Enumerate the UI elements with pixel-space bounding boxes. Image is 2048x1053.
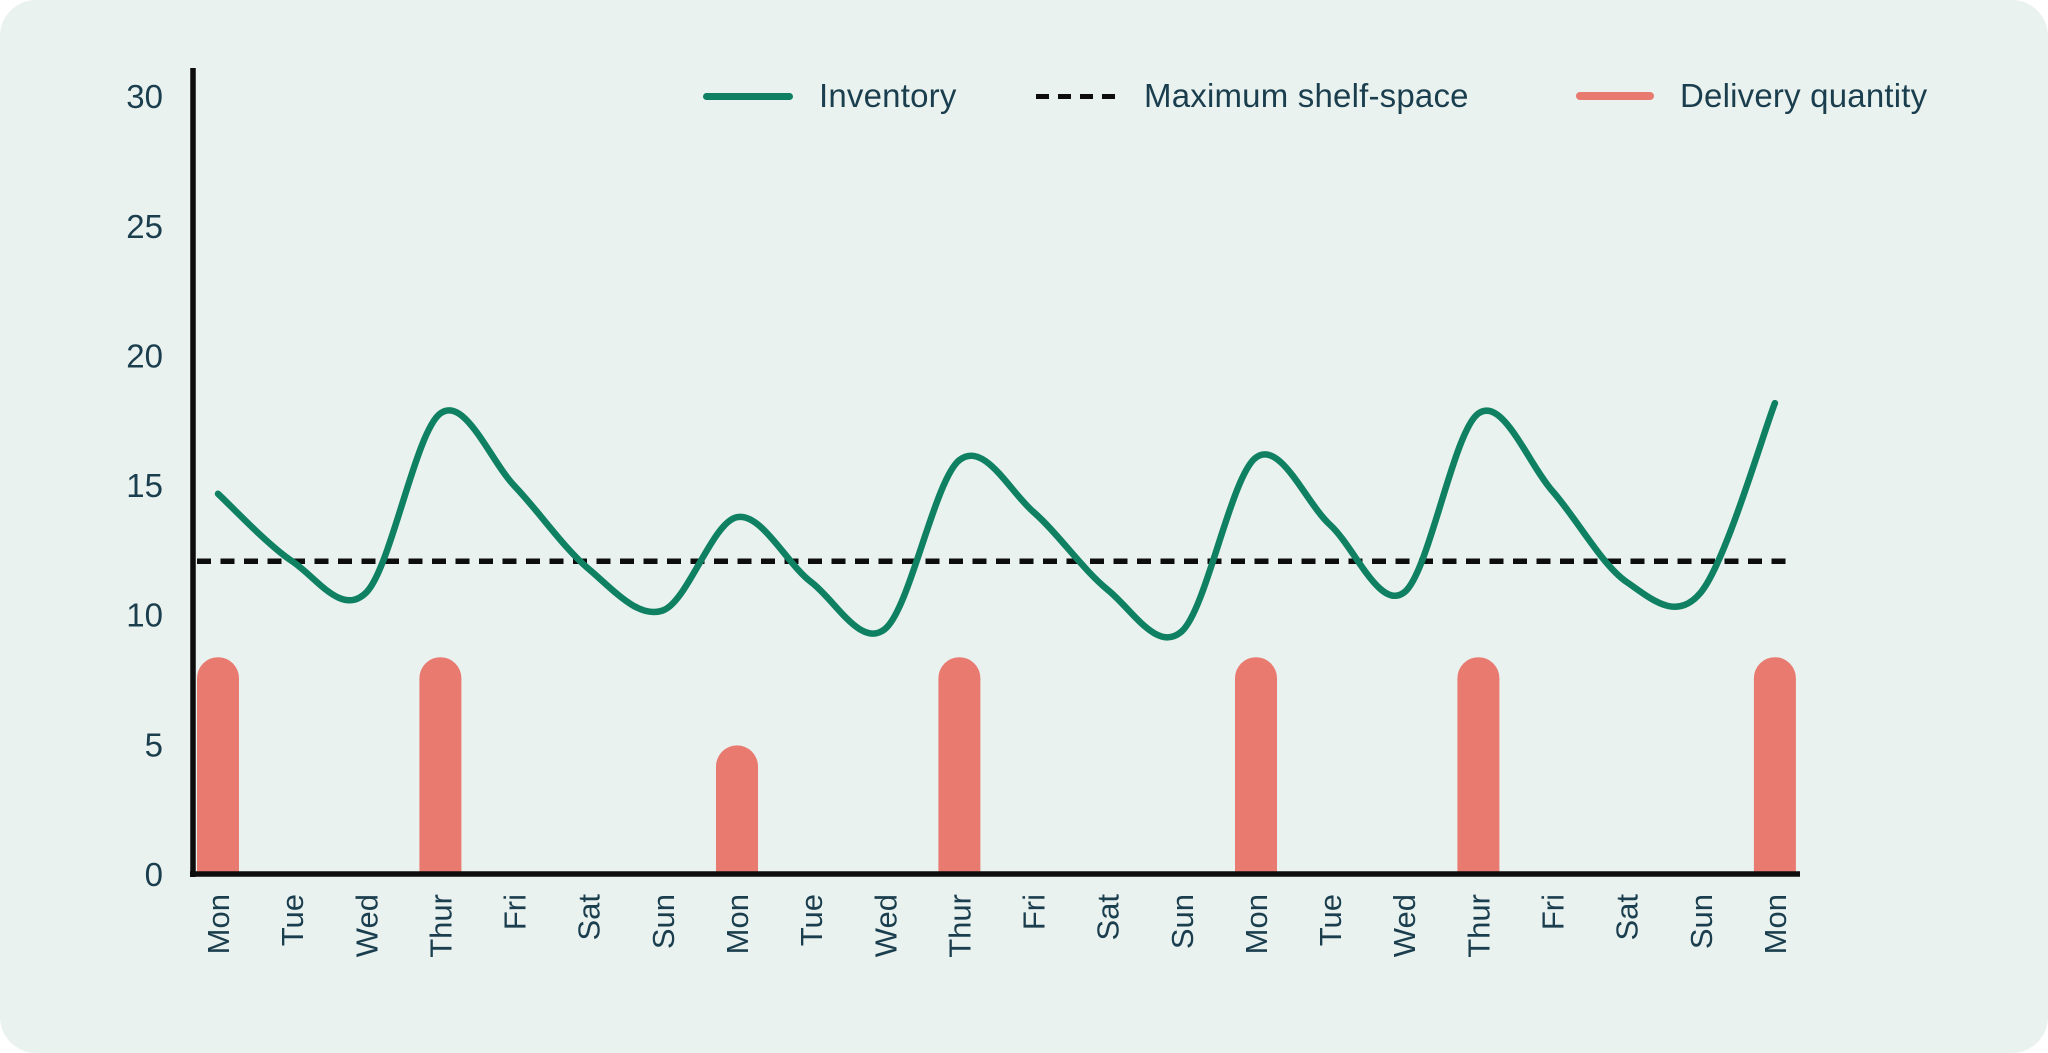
delivery-bar: [1753, 657, 1796, 875]
x-tick-label: Wed: [868, 894, 903, 957]
y-tick-label: 20: [126, 337, 163, 374]
y-tick-label: 0: [145, 856, 163, 893]
x-tick-label: Mon: [201, 894, 236, 954]
delivery-bar: [197, 657, 239, 875]
x-tick-label: Fri: [498, 894, 533, 930]
x-tick-label: Thur: [1461, 894, 1496, 958]
delivery-bar: [938, 657, 981, 875]
x-tick-label: Tue: [794, 894, 829, 946]
x-tick-label: Thur: [423, 894, 458, 958]
x-tick-label: Thur: [942, 894, 977, 958]
delivery-bar: [716, 745, 758, 875]
delivery-bar: [1235, 657, 1277, 875]
x-tick-label: Mon: [1758, 894, 1793, 954]
x-tick-label: Mon: [1239, 894, 1274, 954]
y-tick-label: 10: [126, 597, 163, 634]
y-tick-label: 25: [126, 208, 163, 245]
x-tick-label: Mon: [720, 894, 755, 954]
x-tick-label: Tue: [275, 894, 310, 946]
x-tick-label: Tue: [1313, 894, 1348, 946]
x-tick-label: Sat: [572, 894, 607, 941]
x-tick-label: Wed: [1387, 894, 1422, 957]
x-tick-label: Sat: [1610, 894, 1645, 941]
x-tick-label: Sun: [1684, 894, 1719, 949]
x-tick-label: Wed: [349, 894, 384, 957]
delivery-bar: [1457, 657, 1500, 875]
y-tick-label: 5: [145, 726, 163, 763]
x-tick-label: Sat: [1091, 894, 1126, 941]
x-tick-label: Sun: [1165, 894, 1200, 949]
x-tick-label: Fri: [1536, 894, 1571, 930]
x-tick-label: Fri: [1017, 894, 1052, 930]
inventory-line: [214, 399, 1779, 641]
x-tick-label: Sun: [646, 894, 681, 949]
y-tick-label: 30: [126, 78, 163, 115]
y-tick-label: 15: [126, 467, 163, 504]
delivery-bar: [419, 657, 462, 875]
